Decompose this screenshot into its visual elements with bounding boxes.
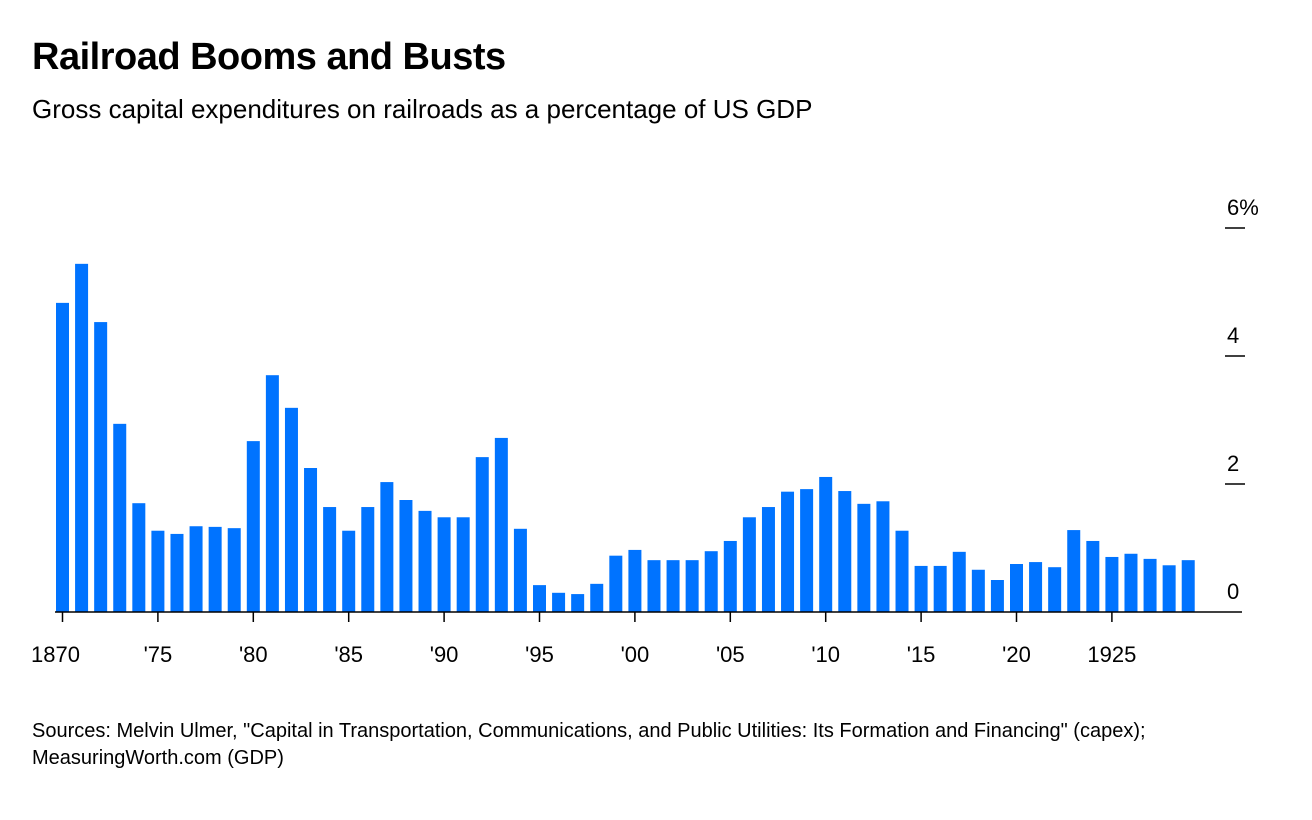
bar	[1181, 560, 1195, 612]
bar	[876, 501, 890, 612]
chart-title: Railroad Booms and Busts	[32, 36, 506, 78]
bar	[56, 302, 69, 612]
x-tick-label: '15	[907, 642, 936, 667]
bar	[208, 526, 222, 612]
y-tick-label: 2	[1227, 451, 1239, 476]
bar	[380, 482, 394, 612]
bar	[1124, 553, 1138, 612]
bar	[742, 517, 756, 612]
x-tick-label: '85	[334, 642, 363, 667]
bar	[1029, 562, 1043, 612]
bar	[151, 530, 165, 612]
bar	[75, 263, 89, 612]
bar	[838, 491, 852, 612]
bar	[781, 491, 795, 612]
bar	[494, 437, 508, 612]
x-tick-label: '95	[525, 642, 554, 667]
bar	[399, 500, 413, 612]
bar	[265, 375, 279, 612]
bar	[609, 555, 623, 612]
bar	[94, 322, 108, 612]
bar	[647, 560, 661, 612]
bar	[246, 441, 260, 612]
y-tick-label: 6%	[1227, 195, 1259, 220]
x-tick-label: '10	[811, 642, 840, 667]
bar	[552, 592, 566, 612]
bar	[857, 503, 871, 612]
source-note: Sources: Melvin Ulmer, "Capital in Trans…	[32, 720, 1146, 769]
bar	[1105, 556, 1119, 612]
bar	[227, 528, 241, 612]
chart-subtitle: Gross capital expenditures on railroads …	[32, 94, 813, 124]
bar	[513, 528, 527, 612]
bar	[189, 526, 203, 612]
x-tick-label: 1925	[1087, 642, 1136, 667]
bar	[475, 457, 489, 612]
bar	[990, 580, 1004, 612]
bar	[723, 540, 737, 612]
bar	[284, 407, 298, 612]
bar	[1143, 558, 1157, 612]
bar	[761, 507, 775, 612]
x-tick-label: 1870	[31, 642, 80, 667]
bar	[1086, 540, 1100, 612]
y-tick-label: 0	[1227, 579, 1239, 604]
bar	[437, 517, 451, 612]
bar	[571, 594, 585, 612]
y-tick-label: 4	[1227, 323, 1239, 348]
bar	[132, 503, 146, 612]
bar	[952, 551, 966, 612]
bar	[895, 530, 909, 612]
bar	[971, 569, 985, 612]
x-tick-label: '90	[430, 642, 459, 667]
bar	[533, 585, 546, 612]
x-tick-label: '05	[716, 642, 745, 667]
bar	[170, 533, 184, 612]
bar	[933, 565, 947, 612]
bar	[456, 517, 470, 612]
bar	[342, 530, 356, 612]
bar	[685, 560, 699, 612]
bar	[914, 565, 928, 612]
x-tick-label: '00	[621, 642, 650, 667]
bar	[323, 507, 337, 612]
bar	[1048, 567, 1062, 612]
bar	[628, 549, 642, 612]
x-tick-label: '20	[1002, 642, 1031, 667]
bar	[819, 476, 833, 612]
x-tick-label: '80	[239, 642, 268, 667]
bar	[1067, 530, 1081, 612]
bar	[666, 560, 680, 612]
bar	[418, 510, 432, 612]
bar	[1162, 565, 1176, 612]
bar	[361, 507, 375, 612]
x-tick-label: '75	[144, 642, 173, 667]
bar	[704, 551, 718, 612]
bar	[113, 423, 127, 612]
bar	[800, 489, 814, 612]
bar	[304, 468, 318, 612]
bar	[1010, 564, 1023, 612]
bar	[590, 583, 604, 612]
